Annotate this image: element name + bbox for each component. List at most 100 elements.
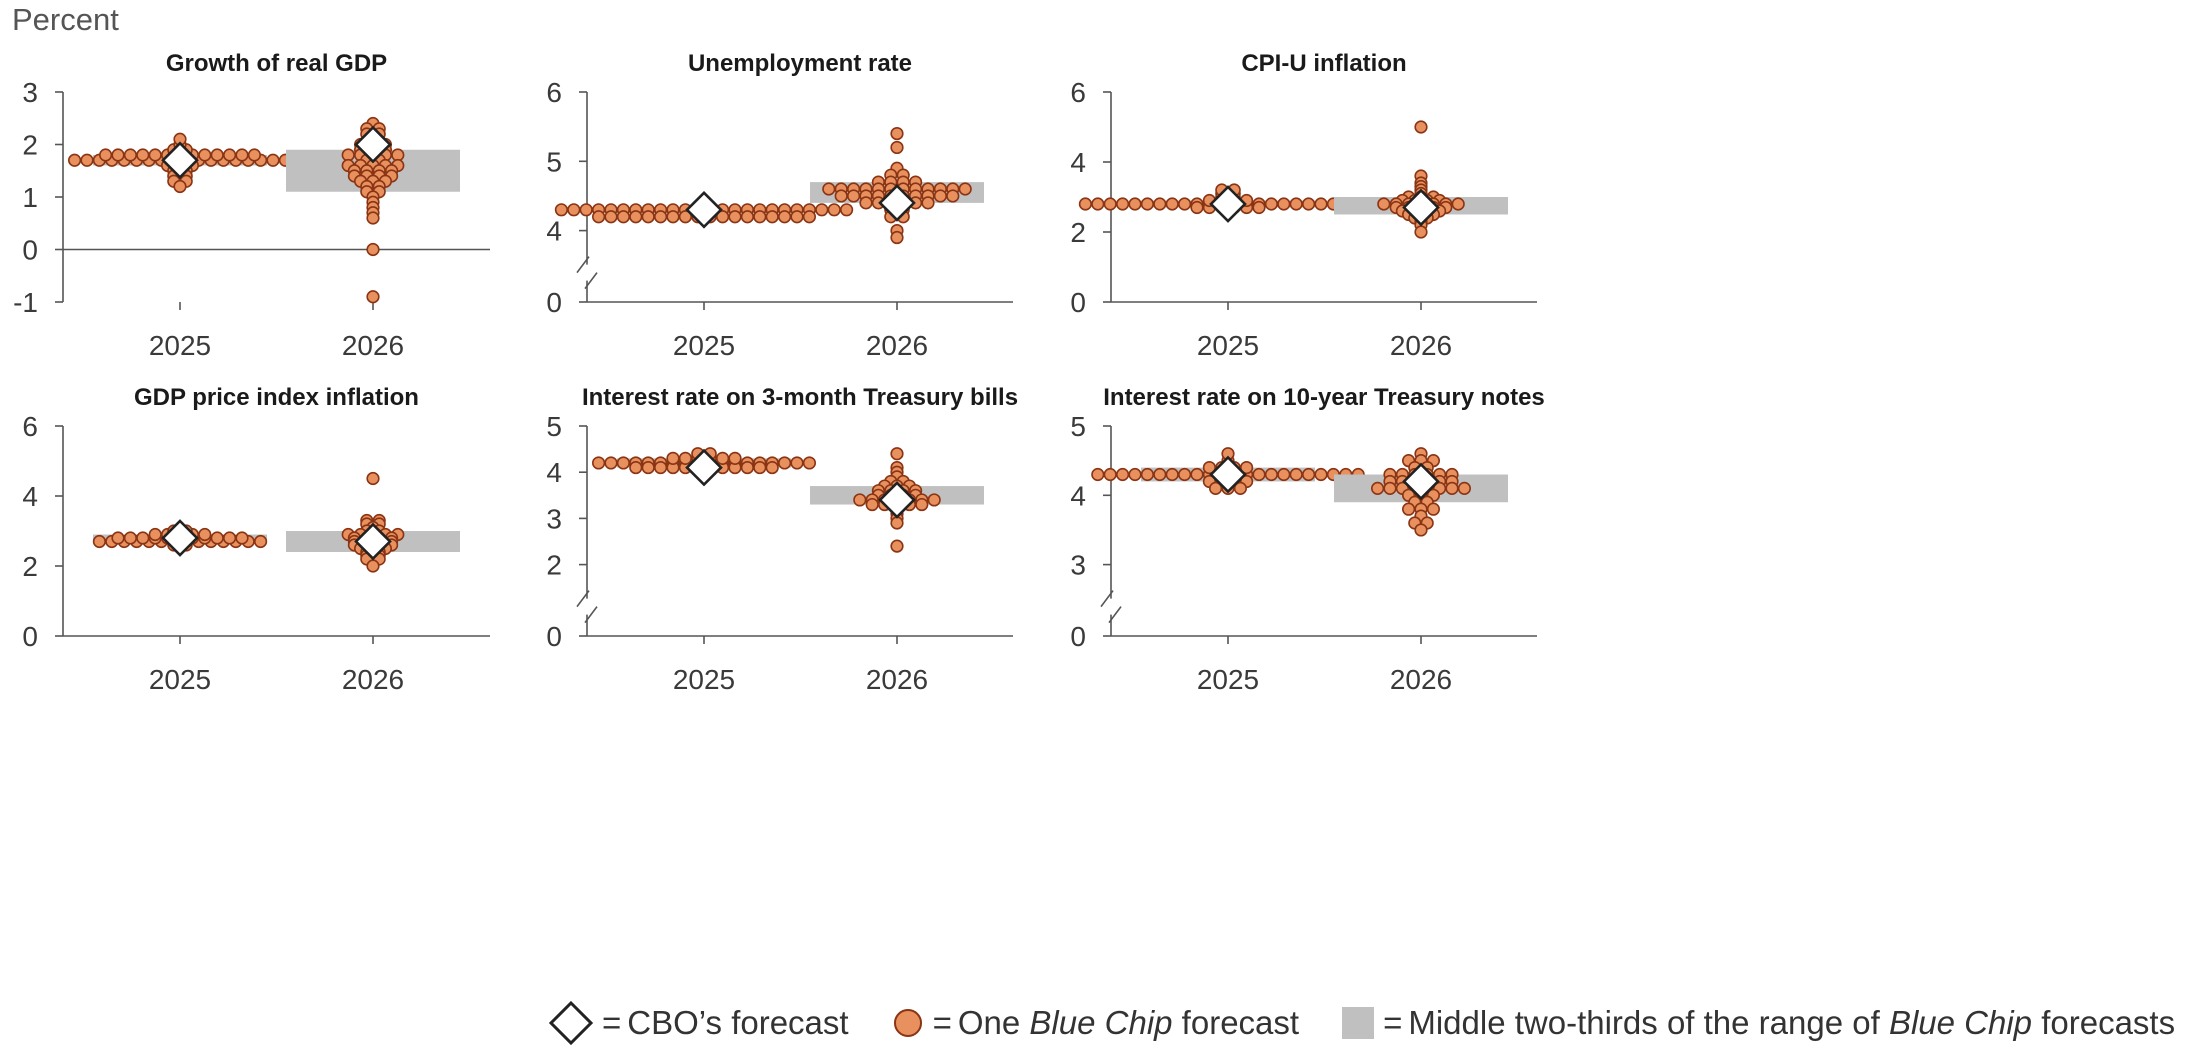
y-tick-label: 4 <box>546 216 562 247</box>
blue-chip-dot <box>1383 481 1397 495</box>
legend-eq: = <box>932 1004 952 1041</box>
legend-band-post: forecasts <box>2032 1004 2176 1041</box>
blue-chip-dot <box>136 531 150 545</box>
blue-chip-dot <box>1451 197 1465 211</box>
blue-chip-dot <box>1414 120 1428 134</box>
blue-chip-dot <box>111 531 125 545</box>
blue-chip-dot <box>678 451 693 465</box>
blue-chip-dot <box>198 527 212 542</box>
x-tick-label: 2025 <box>149 664 211 695</box>
blue-chip-dot <box>1370 481 1385 495</box>
blue-chip-dot <box>728 451 742 465</box>
legend-dot-em: Blue Chip <box>1029 1004 1173 1041</box>
blue-chip-dot <box>1128 197 1142 211</box>
blue-chip-dot <box>753 210 767 224</box>
blue-chip-dot <box>802 456 817 470</box>
x-tick-label: 2026 <box>866 330 928 361</box>
y-tick-label: 3 <box>1070 550 1086 581</box>
chart-panel-6: Interest rate on 10-year Treasury notes 5… <box>1070 384 1544 695</box>
blue-chip-dot <box>1115 197 1130 211</box>
blue-chip-dot <box>827 203 841 217</box>
blue-chip-dot <box>235 148 249 162</box>
x-tick-label: 2025 <box>1197 664 1259 695</box>
blue-chip-dot <box>834 189 848 203</box>
legend-item-cbo: = CBO’s forecast <box>548 1000 849 1046</box>
y-tick-label: 0 <box>22 621 38 652</box>
blue-chip-dot <box>223 531 237 545</box>
blue-chip-dot <box>946 189 960 203</box>
chart-title: Unemployment rate <box>688 50 912 77</box>
blue-chip-dot <box>247 148 261 162</box>
legend-band-pre: Middle two-thirds of the range of <box>1408 1004 1889 1041</box>
blue-chip-dot <box>958 182 972 196</box>
legend-cbo-label: CBO’s forecast <box>627 1004 849 1041</box>
blue-chip-dot <box>1252 200 1266 215</box>
blue-chip-dot <box>1289 197 1303 211</box>
blue-chip-dot <box>777 456 792 470</box>
blue-chip-dot <box>822 182 836 196</box>
cbo-forecast-diamond <box>1402 188 1440 227</box>
cbo-forecast-diamond <box>1209 185 1247 223</box>
blue-chip-dot <box>853 493 867 507</box>
y-tick-label: 0 <box>1070 287 1086 318</box>
blue-chip-dot <box>210 148 224 162</box>
blue-chip-dot <box>740 210 755 224</box>
blue-chip-dot <box>591 456 606 470</box>
blue-chip-dot <box>123 148 137 162</box>
y-tick-label: 0 <box>22 235 38 266</box>
axis-break-mark <box>1100 590 1114 608</box>
blue-chip-dot <box>1277 467 1291 482</box>
chart-panel-4: GDP price index inflation 6 4 2 0 2025 2026 <box>22 384 490 695</box>
x-tick-label: 2025 <box>673 664 735 695</box>
blue-chip-dot <box>136 148 150 162</box>
blue-chip-dot <box>67 153 82 167</box>
y-tick-label: 0 <box>1070 621 1086 652</box>
blue-chip-dot <box>92 534 106 549</box>
blue-chip-dot <box>111 148 125 162</box>
legend-band-label: Middle two-thirds of the range of Blue C… <box>1408 1004 2175 1042</box>
cbo-forecast-diamond <box>161 141 199 180</box>
blue-chip-dot <box>1414 523 1428 537</box>
blue-chip-dot <box>1091 467 1105 482</box>
blue-chip-dot <box>790 456 804 470</box>
legend-dot-post: forecast <box>1172 1004 1300 1041</box>
blue-chip-dot <box>890 126 904 141</box>
blue-chip-dot <box>629 210 643 224</box>
blue-chip-dot <box>765 460 779 475</box>
blue-chip-dot <box>890 516 904 530</box>
blue-chip-dot <box>579 203 593 217</box>
blue-chip-dot <box>604 210 618 224</box>
axis-break-mark <box>576 256 590 274</box>
blue-chip-dot <box>890 539 904 553</box>
chart-title: Interest rate on 10-year Treasury notes <box>1103 384 1545 411</box>
blue-chip-dot <box>865 497 879 512</box>
cbo-forecast-diamond <box>685 448 723 487</box>
blue-chip-dot <box>802 210 817 224</box>
legend: = CBO’s forecast = One Blue Chip forecas… <box>548 998 2175 1048</box>
blue-chip-dot <box>1252 467 1266 482</box>
blue-chip-dot <box>641 210 655 224</box>
blue-chip-dot <box>1233 481 1247 495</box>
blue-chip-dot <box>921 196 935 210</box>
blue-chip-dot <box>1165 197 1179 211</box>
blue-chip-dot <box>1401 502 1416 516</box>
blue-chip-dot <box>148 148 162 162</box>
y-tick-label: 3 <box>546 503 562 534</box>
blue-chip-dot <box>1202 460 1216 475</box>
blue-chip-dot <box>1277 197 1291 211</box>
blue-chip-dot <box>1314 467 1328 482</box>
blue-chip-dot <box>915 497 929 512</box>
blue-chip-dot <box>366 290 380 304</box>
chart-title: Interest rate on 3-month Treasury bills <box>582 384 1018 411</box>
blue-chip-dot <box>933 189 948 203</box>
diamond-icon <box>548 1000 594 1046</box>
y-tick-label: 2 <box>22 551 38 582</box>
blue-chip-dot <box>567 203 581 217</box>
blue-chip-dot <box>715 451 730 465</box>
y-tick-label: 6 <box>22 411 38 442</box>
y-tick-label: 6 <box>1070 77 1086 108</box>
chart-title: GDP price index inflation <box>134 384 419 411</box>
blue-chip-dot <box>1140 197 1154 211</box>
cbo-forecast-diamond <box>354 522 392 561</box>
blue-chip-dot <box>1426 502 1440 516</box>
